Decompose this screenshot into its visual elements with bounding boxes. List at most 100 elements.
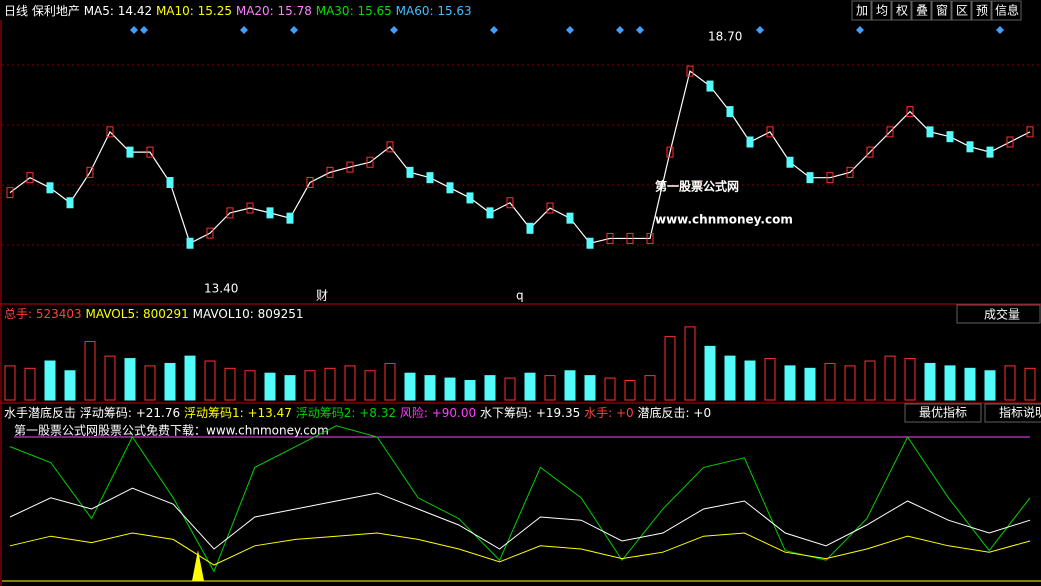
toolbar-button[interactable]: [951, 0, 972, 21]
grid: [2, 64, 1041, 246]
volume-bar: [784, 365, 796, 401]
watermark-url: www.chnmoney.com: [655, 213, 793, 227]
marker-q: q: [516, 289, 524, 303]
volume-bar: [104, 355, 116, 401]
candle: [286, 212, 294, 224]
signal: [240, 26, 248, 34]
signal: [616, 26, 624, 34]
volume-bar: [644, 375, 656, 401]
candle: [546, 202, 554, 214]
ind-label: 潜底反击:: [638, 405, 690, 420]
candle: [506, 197, 514, 209]
candle: [386, 141, 394, 153]
toolbar-label: 叠: [916, 4, 928, 18]
toolbar-button[interactable]: [931, 0, 952, 21]
signal-row: [130, 26, 1004, 34]
close-line: [9, 70, 1031, 245]
volume-bar: [424, 375, 436, 401]
volume-bar: [124, 358, 136, 401]
candle: [106, 126, 114, 138]
volume-bar: [984, 370, 996, 401]
volume-bar: [1024, 367, 1036, 401]
candle: [26, 172, 34, 184]
ma-value: 15.65: [357, 4, 391, 18]
toolbar-label: 权: [896, 4, 908, 18]
vol-value: 809251: [258, 307, 304, 321]
toolbar-button[interactable]: [851, 0, 872, 21]
ind-label: 浮动筹码:: [80, 406, 132, 420]
volume-bar: [264, 372, 276, 401]
candle: [826, 172, 834, 184]
ma-label: MA30:: [316, 4, 354, 18]
candle: [446, 182, 454, 194]
candle: [326, 166, 334, 178]
volume-bar: [564, 370, 576, 401]
indicator-button-label: 最优指标: [919, 405, 967, 420]
ind-value: +90.00: [432, 406, 476, 420]
volume-bar: [444, 377, 456, 401]
toolbar-button[interactable]: [991, 0, 1022, 21]
toolbar-button[interactable]: [971, 0, 992, 21]
volume-bar: [964, 367, 976, 401]
ma-value: 15.63: [437, 4, 471, 18]
volume-bar: [184, 355, 196, 401]
candle: [906, 106, 914, 118]
text-row: 日线 保利地产 MA5: 14.42 MA10: 15.25 MA20: 15.…: [4, 4, 472, 18]
candle: [626, 232, 634, 244]
volume-bar: [924, 362, 936, 401]
ind-value: +19.35: [536, 406, 580, 420]
volume-bar: [504, 377, 516, 401]
signal: [140, 26, 148, 34]
signal: [490, 26, 498, 34]
volume-button-label: 成交量: [984, 307, 1020, 322]
volume-bar: [544, 375, 556, 401]
toolbar-label: 预: [976, 4, 988, 18]
indicator-button[interactable]: [904, 403, 982, 423]
text-row: 水手潜底反击 浮动筹码: +21.76 浮动筹码1: +13.47 浮动筹码2:…: [4, 405, 711, 420]
indicator-button[interactable]: [984, 403, 1041, 423]
spike: [192, 550, 204, 581]
volume-bar: [824, 362, 836, 401]
volume-bar: [584, 375, 596, 401]
volume-bar: [804, 367, 816, 401]
period: 日线: [4, 4, 28, 18]
volume-bar: [364, 370, 376, 401]
ind-label: 水手:: [584, 406, 612, 420]
volume-bar: [524, 372, 536, 401]
toolbar-button[interactable]: [891, 0, 912, 21]
ind-label: 水下筹码:: [480, 406, 532, 420]
signal: [636, 26, 644, 34]
volume-bar: [384, 362, 396, 401]
candle: [606, 232, 614, 244]
candle: [1006, 136, 1014, 148]
signal: [390, 26, 398, 34]
toolbar-label: 均: [876, 4, 888, 18]
ma-label: MA60:: [396, 4, 434, 18]
candle: [266, 207, 274, 219]
ma-label: MA5:: [84, 4, 114, 18]
volume-bar: [624, 380, 636, 401]
candle: [466, 192, 474, 204]
candle: [66, 197, 74, 209]
candle: [486, 207, 494, 219]
ma-value: 14.42: [118, 4, 152, 18]
ind-label: 浮动筹码2:: [296, 406, 356, 420]
toolbar-button[interactable]: [871, 0, 892, 21]
candle: [366, 156, 374, 168]
candle: [646, 232, 654, 244]
volume-button[interactable]: [956, 304, 1041, 324]
toolbar-button[interactable]: [911, 0, 932, 21]
ind-value: +13.47: [247, 406, 291, 420]
candle: [666, 146, 674, 158]
candle: [346, 161, 354, 173]
indicator-name: 水手潜底反击: [4, 405, 76, 420]
volume-bar: [764, 358, 776, 401]
candle: [946, 131, 954, 143]
marker-cai: 财: [316, 289, 328, 303]
stock-name: 保利地产: [32, 4, 80, 18]
volume-bar: [44, 360, 56, 401]
volume-bar: [744, 360, 756, 401]
toolbar-label: 加: [856, 4, 868, 18]
